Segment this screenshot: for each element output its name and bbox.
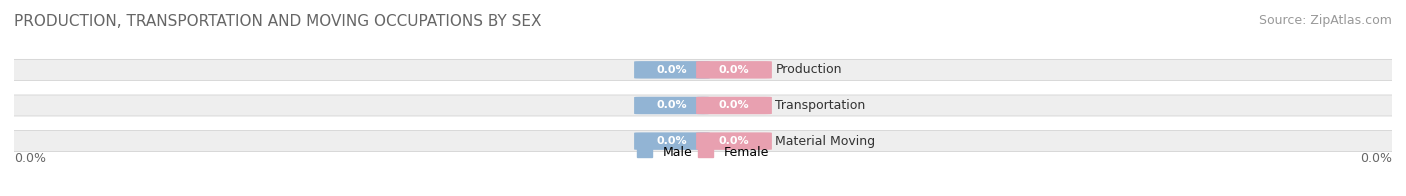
Text: Production: Production xyxy=(775,63,842,76)
Text: Source: ZipAtlas.com: Source: ZipAtlas.com xyxy=(1258,14,1392,27)
Text: 0.0%: 0.0% xyxy=(657,65,688,75)
Text: 0.0%: 0.0% xyxy=(718,136,749,146)
FancyBboxPatch shape xyxy=(696,61,772,79)
FancyBboxPatch shape xyxy=(696,132,772,150)
Text: 0.0%: 0.0% xyxy=(718,101,749,111)
FancyBboxPatch shape xyxy=(696,97,772,114)
Text: 0.0%: 0.0% xyxy=(14,152,46,165)
Legend: Male, Female: Male, Female xyxy=(633,141,773,164)
FancyBboxPatch shape xyxy=(634,61,710,79)
Text: 0.0%: 0.0% xyxy=(657,136,688,146)
Text: 0.0%: 0.0% xyxy=(718,65,749,75)
FancyBboxPatch shape xyxy=(0,95,1406,116)
FancyBboxPatch shape xyxy=(0,131,1406,152)
FancyBboxPatch shape xyxy=(0,59,1406,80)
Text: 0.0%: 0.0% xyxy=(1360,152,1392,165)
Text: Transportation: Transportation xyxy=(775,99,866,112)
Text: 0.0%: 0.0% xyxy=(657,101,688,111)
Text: PRODUCTION, TRANSPORTATION AND MOVING OCCUPATIONS BY SEX: PRODUCTION, TRANSPORTATION AND MOVING OC… xyxy=(14,14,541,29)
FancyBboxPatch shape xyxy=(634,97,710,114)
Text: Material Moving: Material Moving xyxy=(775,135,876,148)
FancyBboxPatch shape xyxy=(634,132,710,150)
